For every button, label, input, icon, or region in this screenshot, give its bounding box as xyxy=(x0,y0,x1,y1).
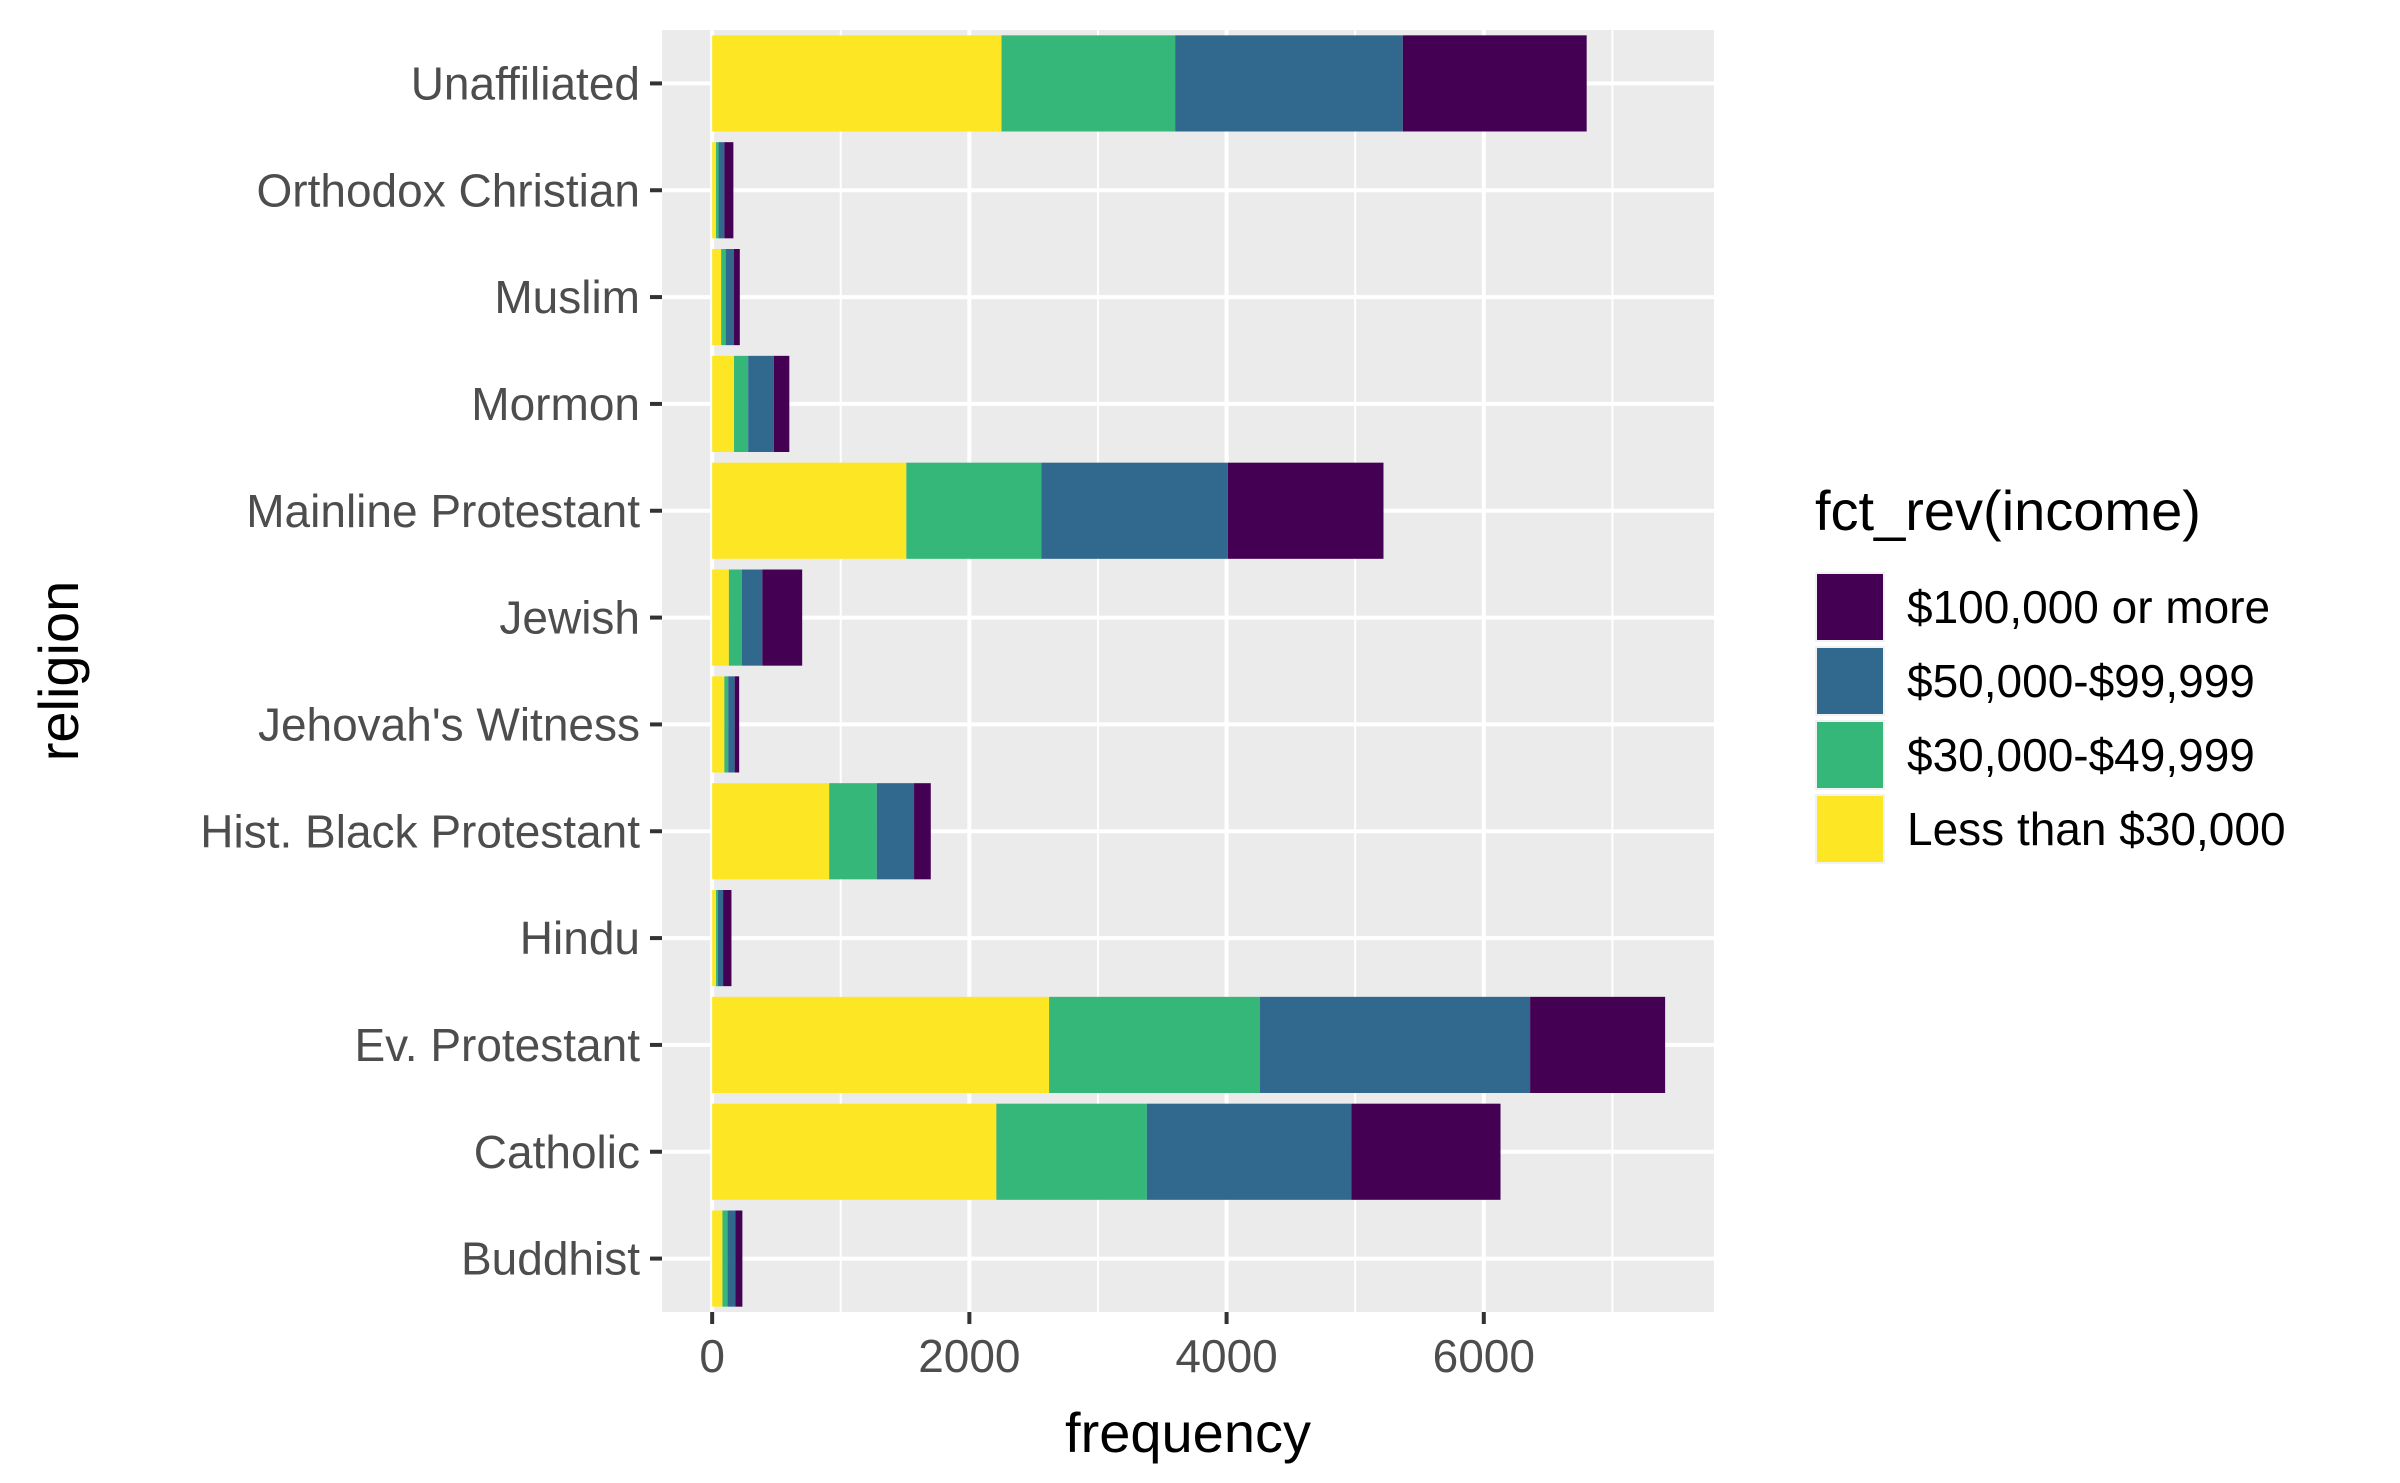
bar-segment-buddhist-100-000-or-more xyxy=(735,1210,743,1307)
bar-segment-jehovah-s-witness-50-000-99-999 xyxy=(728,676,735,773)
bar-segment-hindu-100-000-or-more xyxy=(723,890,732,987)
bar-segment-mainline-protestant-50-000-99-999 xyxy=(1041,462,1228,559)
plot-panel xyxy=(662,30,1714,1312)
y-axis: Buddhist Catholic Ev. Protestant Hindu Hist.… xyxy=(200,57,662,1285)
bar-segment-jehovah-s-witness-30-000-49-999 xyxy=(724,676,729,773)
legend-label-50-000-99-999: $50,000-$99,999 xyxy=(1907,655,2255,707)
x-tick-label: 0 xyxy=(699,1330,725,1382)
bar-segment-jewish-50-000-99-999 xyxy=(741,569,763,666)
bar-segment-hist-black-protestant-less-than-30-000 xyxy=(712,783,830,880)
bar-segment-ev-protestant-50-000-99-999 xyxy=(1260,996,1531,1093)
bar-segment-catholic-less-than-30-000 xyxy=(712,1103,997,1200)
legend-swatch-less-than-30-000 xyxy=(1817,796,1883,862)
bar-segment-orthodox-christian-less-than-30-000 xyxy=(712,142,717,239)
bar-segment-mormon-100-000-or-more xyxy=(773,355,790,452)
y-tick-label: Catholic xyxy=(474,1126,640,1178)
x-axis: 0 2000 4000 6000 xyxy=(699,1312,1535,1382)
bar-segment-buddhist-30-000-49-999 xyxy=(722,1210,728,1307)
y-tick-label: Buddhist xyxy=(461,1233,640,1285)
x-axis-title: frequency xyxy=(1065,1401,1311,1464)
bar-segment-jewish-less-than-30-000 xyxy=(712,569,729,666)
bar-segment-muslim-30-000-49-999 xyxy=(721,249,726,346)
legend-label-less-than-30-000: Less than $30,000 xyxy=(1907,803,2286,855)
bar-segment-hist-black-protestant-50-000-99-999 xyxy=(876,783,915,880)
bar-segment-ev-protestant-30-000-49-999 xyxy=(1049,996,1261,1093)
bar-segment-buddhist-less-than-30-000 xyxy=(712,1210,723,1307)
bar-segment-unaffiliated-100-000-or-more xyxy=(1402,35,1587,132)
bar-segment-ev-protestant-100-000-or-more xyxy=(1530,996,1666,1093)
bar-segment-jewish-100-000-or-more xyxy=(762,569,803,666)
bar-segment-mainline-protestant-30-000-49-999 xyxy=(906,462,1042,559)
legend-swatch-100-000-or-more xyxy=(1817,574,1883,640)
bar-segment-buddhist-50-000-99-999 xyxy=(727,1210,736,1307)
y-tick-label: Ev. Protestant xyxy=(354,1019,640,1071)
legend-swatch-30-000-49-999 xyxy=(1817,722,1883,788)
bar-segment-mormon-less-than-30-000 xyxy=(712,355,735,452)
bar-segment-hindu-less-than-30-000 xyxy=(712,890,717,987)
y-tick-label: Mainline Protestant xyxy=(246,485,640,537)
bar-segment-jewish-30-000-49-999 xyxy=(728,569,742,666)
bar-segment-muslim-less-than-30-000 xyxy=(712,249,722,346)
y-tick-label: Mormon xyxy=(471,378,640,430)
bar-segment-jehovah-s-witness-less-than-30-000 xyxy=(712,676,725,773)
bars-layer xyxy=(712,35,1666,1307)
x-tick-label: 4000 xyxy=(1175,1330,1277,1382)
bar-segment-orthodox-christian-100-000-or-more xyxy=(724,142,734,239)
bar-segment-hist-black-protestant-30-000-49-999 xyxy=(829,783,877,880)
bar-segment-unaffiliated-30-000-49-999 xyxy=(1001,35,1176,132)
y-tick-label: Muslim xyxy=(494,271,640,323)
y-tick-label: Orthodox Christian xyxy=(257,164,641,216)
bar-segment-catholic-100-000-or-more xyxy=(1351,1103,1501,1200)
legend-title: fct_rev(income) xyxy=(1815,479,2201,542)
bar-segment-catholic-30-000-49-999 xyxy=(996,1103,1147,1200)
y-tick-label: Jehovah's Witness xyxy=(258,698,640,750)
bar-segment-hindu-50-000-99-999 xyxy=(717,890,724,987)
bar-segment-hist-black-protestant-100-000-or-more xyxy=(914,783,931,880)
x-tick-label: 2000 xyxy=(918,1330,1020,1382)
legend-label-100-000-or-more: $100,000 or more xyxy=(1907,581,2270,633)
bar-segment-hindu-30-000-49-999 xyxy=(716,890,718,987)
x-tick-label: 6000 xyxy=(1433,1330,1535,1382)
bar-segment-mainline-protestant-100-000-or-more xyxy=(1227,462,1384,559)
minor-gridlines xyxy=(839,30,1614,1312)
y-tick-label: Unaffiliated xyxy=(411,57,640,109)
bar-segment-unaffiliated-less-than-30-000 xyxy=(712,35,1002,132)
bar-segment-orthodox-christian-30-000-49-999 xyxy=(716,142,719,239)
legend: fct_rev(income) $100,000 or more $50,000-… xyxy=(1815,479,2286,864)
legend-swatch-50-000-99-999 xyxy=(1817,648,1883,714)
y-tick-label: Jewish xyxy=(499,592,640,644)
bar-segment-ev-protestant-less-than-30-000 xyxy=(712,996,1050,1093)
bar-segment-mainline-protestant-less-than-30-000 xyxy=(712,462,907,559)
bar-segment-mormon-30-000-49-999 xyxy=(734,355,749,452)
bar-segment-mormon-50-000-99-999 xyxy=(748,355,774,452)
bar-segment-orthodox-christian-50-000-99-999 xyxy=(718,142,725,239)
legend-label-30-000-49-999: $30,000-$49,999 xyxy=(1907,729,2255,781)
bar-segment-muslim-100-000-or-more xyxy=(734,249,740,346)
y-tick-label: Hist. Black Protestant xyxy=(200,805,640,857)
bar-segment-muslim-50-000-99-999 xyxy=(725,249,735,346)
bar-segment-unaffiliated-50-000-99-999 xyxy=(1175,35,1403,132)
bar-segment-jehovah-s-witness-100-000-or-more xyxy=(734,676,740,773)
y-axis-title: religion xyxy=(27,581,90,762)
y-tick-label: Hindu xyxy=(520,912,640,964)
bar-segment-catholic-50-000-99-999 xyxy=(1146,1103,1352,1200)
